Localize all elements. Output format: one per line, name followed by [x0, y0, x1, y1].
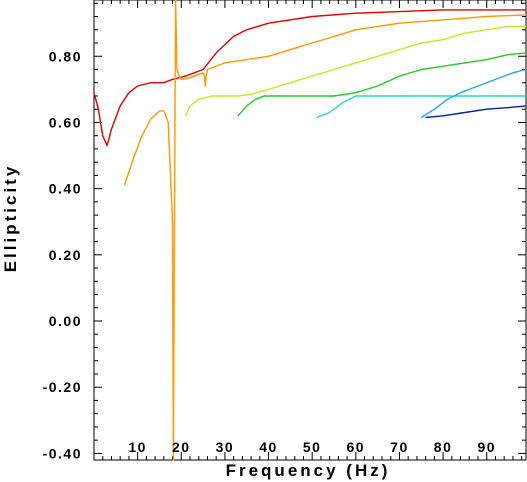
y-tick-label: 0.40: [49, 181, 82, 197]
y-tick-label: 0.80: [49, 48, 82, 64]
y-tick-label: 0.60: [49, 114, 82, 130]
y-tick-label: 0.20: [49, 247, 82, 263]
y-tick-label: -0.40: [43, 445, 82, 461]
y-tick-label: -0.20: [43, 379, 82, 395]
tick-marks: [94, 0, 526, 460]
y-tick-labels: -0.40 -0.20 0.00 0.20 0.40 0.60 0.80: [43, 48, 82, 461]
x-axis-title: Frequency (Hz): [226, 461, 391, 480]
x-tick-label: 90: [477, 439, 496, 455]
x-tick-labels: 10 20 30 40 50 60 70 80 90: [128, 439, 496, 455]
x-tick-label: 30: [216, 439, 235, 455]
y-axis-title: Ellipticity: [1, 164, 20, 273]
x-tick-label: 50: [303, 439, 322, 455]
x-tick-label: 70: [390, 439, 409, 455]
series-line-1: [93, 9, 526, 147]
x-tick-label: 60: [347, 439, 366, 455]
series-group: [93, 0, 527, 461]
series-line-2: [123, 0, 527, 461]
series-line-4: [237, 52, 527, 117]
x-tick-label: 10: [128, 439, 147, 455]
series-line-7: [425, 105, 527, 119]
series-line-6: [420, 68, 527, 119]
y-tick-label: 0.00: [49, 313, 82, 329]
series-line-5: [316, 95, 526, 119]
x-tick-label: 20: [172, 439, 191, 455]
x-tick-label: 40: [259, 439, 278, 455]
x-tick-label: 80: [434, 439, 453, 455]
plot-frame: [93, 0, 527, 461]
series-line-3: [184, 25, 526, 117]
